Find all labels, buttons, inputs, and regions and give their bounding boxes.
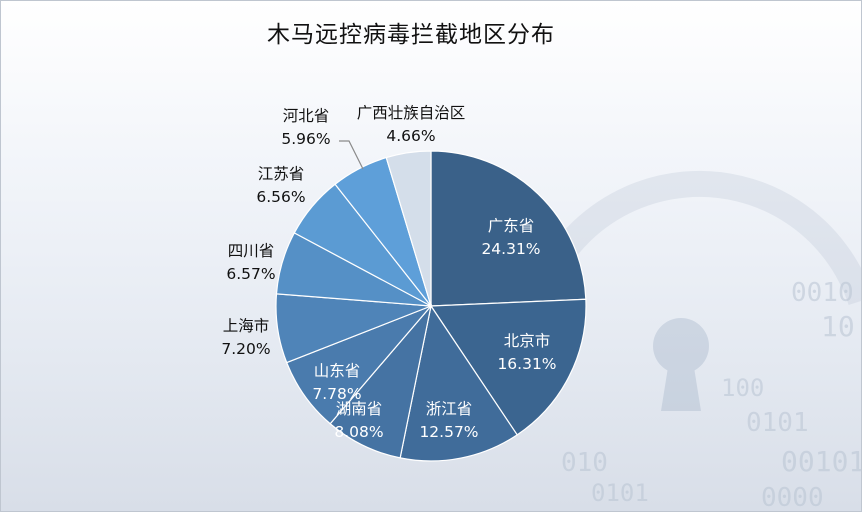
svg-text:10: 10 bbox=[821, 310, 855, 343]
pie-slice-1 bbox=[430, 150, 587, 307]
leader-lines bbox=[339, 140, 364, 170]
pie-slice-2 bbox=[429, 298, 587, 436]
slice-label-7: 四川省 6.57% bbox=[226, 242, 275, 283]
svg-text:100: 100 bbox=[721, 374, 764, 402]
svg-text:0101: 0101 bbox=[591, 479, 649, 507]
slice-label-9: 河北省 5.96% bbox=[281, 107, 330, 148]
pie-slice-10 bbox=[385, 150, 432, 307]
svg-text:0010: 0010 bbox=[791, 278, 854, 308]
slice-label-3: 浙江省 12.57% bbox=[419, 400, 478, 441]
slice-label-10: 广西壮族自治区 4.66% bbox=[357, 104, 466, 145]
slice-label-8: 江苏省 6.56% bbox=[256, 165, 305, 206]
leader-line-9 bbox=[339, 140, 364, 170]
svg-text:0101: 0101 bbox=[746, 408, 809, 438]
slice-label-6: 上海市 7.20% bbox=[221, 317, 270, 358]
svg-text:0000: 0000 bbox=[761, 483, 824, 511]
chart-title: 木马远控病毒拦截地区分布 bbox=[267, 22, 555, 48]
slice-label-4: 湖南省 8.08% bbox=[334, 400, 383, 441]
pie-slices bbox=[275, 150, 587, 462]
svg-text:00101: 00101 bbox=[781, 445, 861, 478]
slice-label-1: 广东省 24.31% bbox=[481, 217, 540, 258]
data-labels: 广东省 24.31% 北京市 16.31% 浙江省 12.57% 湖南省 8.08%山东省 7.… bbox=[221, 104, 556, 441]
svg-text:010: 010 bbox=[561, 448, 608, 478]
slice-label-2: 北京市 16.31% bbox=[497, 332, 556, 373]
slice-label-5: 山东省 7.78% bbox=[312, 362, 361, 403]
pie-slice-3 bbox=[399, 304, 518, 462]
